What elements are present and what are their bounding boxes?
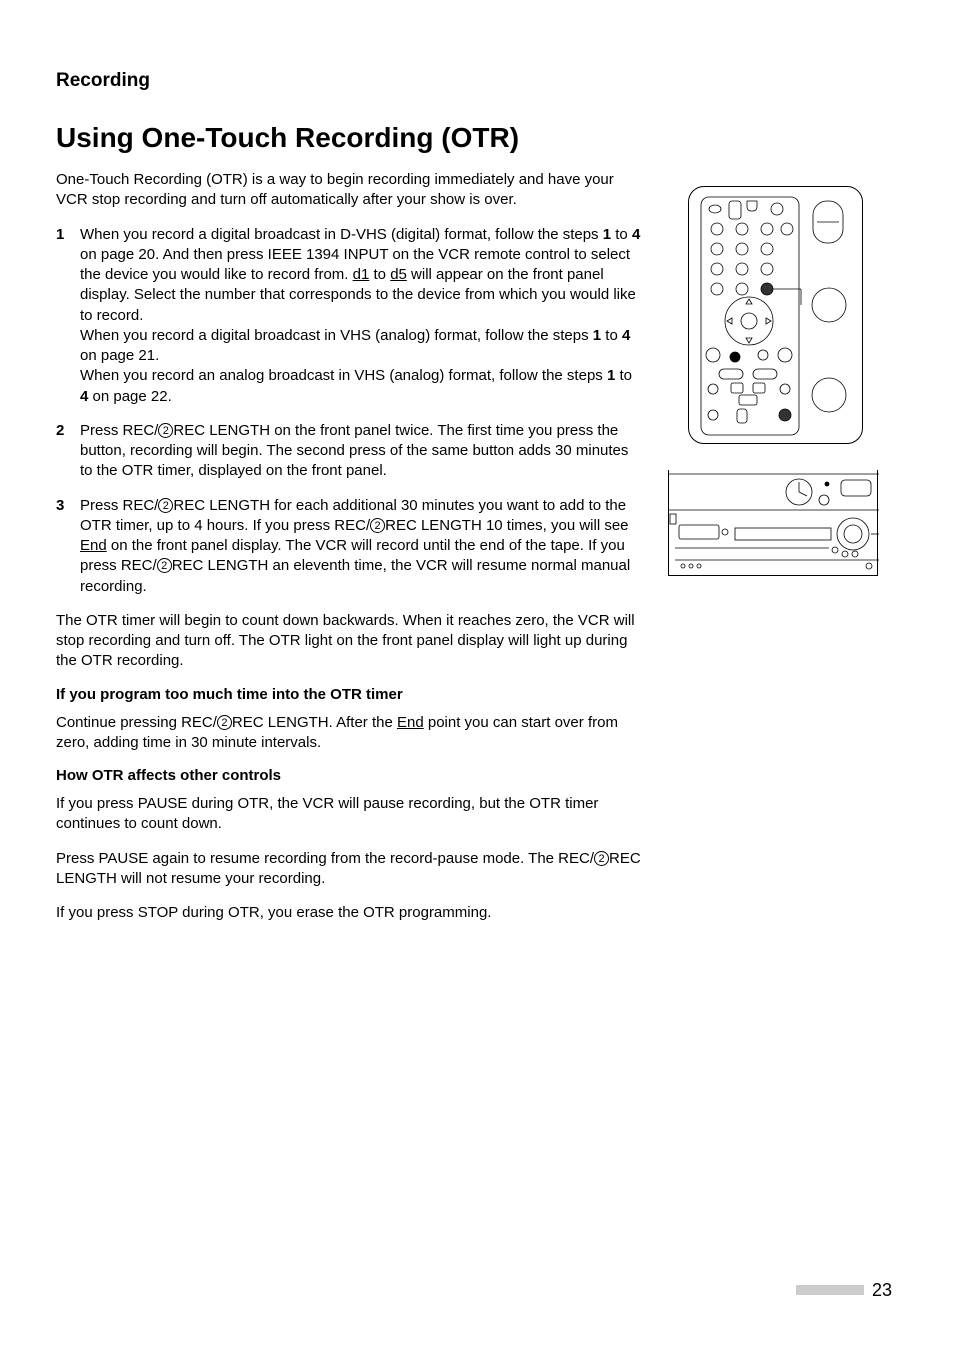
step-bold: 1 bbox=[593, 327, 601, 344]
after-steps-paragraph: The OTR timer will begin to count down b… bbox=[56, 611, 644, 672]
circled-number-icon: 2 bbox=[217, 715, 232, 730]
steps-list: 1 When you record a digital broadcast in… bbox=[56, 225, 644, 597]
step-body: When you record a digital broadcast in D… bbox=[80, 225, 644, 407]
step-body: Press REC/2REC LENGTH on the front panel… bbox=[80, 421, 644, 482]
step-text: REC LENGTH 10 times, you will see bbox=[385, 517, 628, 534]
circled-number-icon: 2 bbox=[158, 423, 173, 438]
figures-column bbox=[678, 186, 878, 576]
step-bold: 4 bbox=[622, 327, 630, 344]
text: Press PAUSE again to resume recording fr… bbox=[56, 850, 594, 867]
step-number: 3 bbox=[56, 496, 80, 597]
circled-number-icon: 2 bbox=[157, 558, 172, 573]
step-text: to bbox=[611, 226, 632, 243]
text: REC LENGTH. After the bbox=[232, 714, 397, 731]
footer-bar bbox=[796, 1285, 864, 1295]
step-number: 2 bbox=[56, 421, 80, 482]
step-underline: End bbox=[80, 537, 107, 554]
page-number: 23 bbox=[872, 1280, 892, 1301]
step-text: When you record an analog broadcast in V… bbox=[80, 367, 607, 384]
intro-paragraph: One-Touch Recording (OTR) is a way to be… bbox=[56, 170, 644, 211]
sub1-paragraph: Continue pressing REC/2REC LENGTH. After… bbox=[56, 713, 644, 754]
step-text: on page 22. bbox=[88, 388, 171, 405]
section-label: Recording bbox=[56, 70, 644, 92]
underline: End bbox=[397, 714, 424, 731]
subhead-1: If you program too much time into the OT… bbox=[56, 686, 644, 703]
vcr-svg-icon bbox=[669, 470, 879, 576]
step-3: 3 Press REC/2REC LENGTH for each additio… bbox=[56, 496, 644, 597]
step-text: When you record a digital broadcast in V… bbox=[80, 327, 593, 344]
vcr-diagram bbox=[668, 470, 878, 576]
text: Continue pressing REC/ bbox=[56, 714, 217, 731]
step-body: Press REC/2REC LENGTH for each additiona… bbox=[80, 496, 644, 597]
step-2: 2 Press REC/2REC LENGTH on the front pan… bbox=[56, 421, 644, 482]
circled-number-icon: 2 bbox=[370, 518, 385, 533]
step-text: to bbox=[601, 327, 622, 344]
step-bold: 1 bbox=[603, 226, 611, 243]
step-text: on page 21. bbox=[80, 347, 159, 364]
step-number: 1 bbox=[56, 225, 80, 407]
circled-number-icon: 2 bbox=[158, 498, 173, 513]
step-text: Press REC/ bbox=[80, 422, 158, 439]
sub2-p3: If you press STOP during OTR, you erase … bbox=[56, 903, 644, 923]
step-underline: d1 bbox=[353, 266, 370, 283]
step-text: to bbox=[615, 367, 632, 384]
step-underline: d5 bbox=[390, 266, 407, 283]
step-text: When you record a digital broadcast in D… bbox=[80, 226, 603, 243]
step-bold: 4 bbox=[632, 226, 640, 243]
subhead-2: How OTR affects other controls bbox=[56, 767, 644, 784]
sub2-p1: If you press PAUSE during OTR, the VCR w… bbox=[56, 794, 644, 835]
sub2-p2: Press PAUSE again to resume recording fr… bbox=[56, 849, 644, 890]
remote-svg-icon bbox=[689, 187, 864, 445]
step-text: Press REC/ bbox=[80, 497, 158, 514]
circled-number-icon: 2 bbox=[594, 851, 609, 866]
step-1: 1 When you record a digital broadcast in… bbox=[56, 225, 644, 407]
main-title: Using One-Touch Recording (OTR) bbox=[56, 122, 644, 154]
step-text: to bbox=[369, 266, 390, 283]
remote-diagram bbox=[688, 186, 863, 444]
